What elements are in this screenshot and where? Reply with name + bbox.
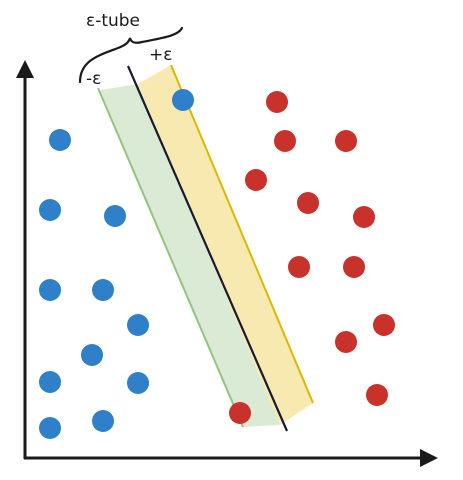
red-point (297, 192, 319, 214)
red-point (288, 256, 310, 278)
x-axis-arrowhead (420, 449, 438, 467)
y-axis-arrowhead (16, 60, 34, 78)
blue-point (127, 314, 149, 336)
blue-point (127, 372, 149, 394)
minus-epsilon-boundary (97, 87, 244, 428)
red-point (245, 169, 267, 191)
red-point (229, 402, 251, 424)
tube-brace (78, 26, 184, 84)
blue-point (92, 410, 114, 432)
minus-epsilon-band (100, 84, 280, 427)
plus-epsilon-boundary (170, 64, 314, 404)
blue-point (39, 371, 61, 393)
plus-epsilon-label: +ε (149, 45, 172, 65)
blue-point (39, 199, 61, 221)
red-point (353, 206, 375, 228)
blue-point (49, 129, 71, 151)
red-point (366, 384, 388, 406)
red-point (343, 256, 365, 278)
blue-point (39, 279, 61, 301)
data-points (39, 89, 395, 439)
regression-line (126, 65, 289, 432)
blue-point (39, 417, 61, 439)
blue-point (172, 89, 194, 111)
blue-point (92, 279, 114, 301)
red-point (266, 91, 288, 113)
red-point (335, 130, 357, 152)
epsilon-tube-label: ε-tube (86, 11, 140, 31)
plus-epsilon-band (138, 65, 313, 425)
blue-point (81, 344, 103, 366)
blue-point (104, 205, 126, 227)
red-point (335, 331, 357, 353)
red-point (274, 130, 296, 152)
minus-epsilon-label: -ε (86, 69, 101, 89)
red-point (373, 314, 395, 336)
